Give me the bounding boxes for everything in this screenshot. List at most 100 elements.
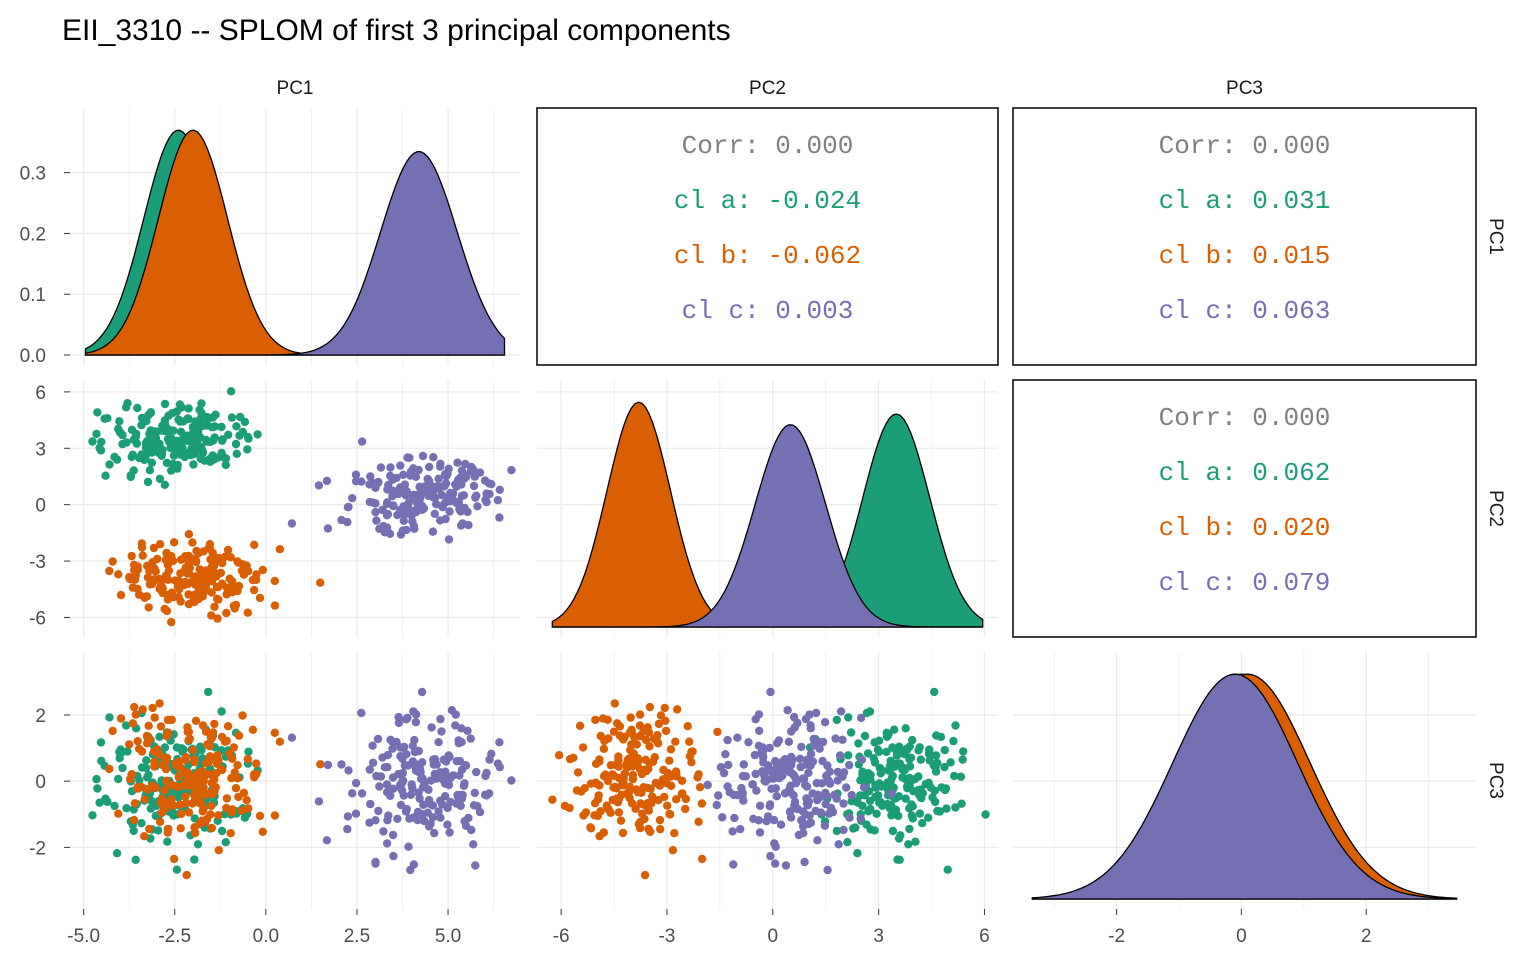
point-b <box>226 553 235 562</box>
point-c <box>822 791 831 800</box>
point-b <box>604 734 613 743</box>
point-b <box>677 776 687 785</box>
point-b <box>713 727 722 737</box>
point-b <box>316 578 325 587</box>
point-b <box>671 737 680 746</box>
point-c <box>818 756 827 766</box>
y-tick-label: 3 <box>35 439 46 460</box>
point-a <box>244 747 253 756</box>
point-b <box>188 745 197 755</box>
corr-label: cl c: 0.003 <box>682 296 854 326</box>
point-c <box>365 818 374 827</box>
x-tick-label: 2.5 <box>344 926 370 947</box>
point-a <box>940 762 949 772</box>
point-b <box>184 808 194 817</box>
point-c <box>399 516 408 525</box>
point-c <box>766 687 775 697</box>
point-a <box>853 849 862 858</box>
point-c <box>495 738 504 747</box>
point-b <box>666 745 676 754</box>
point-b <box>656 824 665 834</box>
point-b <box>134 744 144 753</box>
point-a <box>131 855 140 864</box>
point-b <box>125 740 134 749</box>
point-a <box>121 721 131 730</box>
point-b <box>619 735 628 744</box>
point-c <box>718 813 727 822</box>
point-a <box>942 804 951 813</box>
point-b <box>207 787 217 796</box>
point-c <box>760 776 769 785</box>
point-a <box>122 438 131 447</box>
point-b <box>225 749 234 758</box>
point-c <box>460 779 469 788</box>
point-c <box>820 718 830 727</box>
point-b <box>190 828 200 837</box>
point-c <box>457 724 466 733</box>
point-b <box>181 799 191 808</box>
point-b <box>190 590 200 599</box>
strip-right-PC1: PC1 <box>1485 218 1506 255</box>
point-b <box>181 792 190 801</box>
point-b <box>586 779 596 788</box>
point-b <box>237 566 247 575</box>
point-b <box>614 808 624 817</box>
point-b <box>145 735 155 744</box>
point-a <box>131 432 140 442</box>
point-b <box>190 788 199 797</box>
point-c <box>758 767 767 776</box>
point-b <box>223 722 233 731</box>
x-tick-label: 3 <box>873 926 884 947</box>
point-c <box>467 462 476 472</box>
point-b <box>248 725 258 734</box>
point-b <box>222 736 231 746</box>
point-c <box>410 524 419 533</box>
point-b <box>192 546 201 556</box>
point-b <box>203 814 212 824</box>
point-b <box>641 735 651 745</box>
point-a <box>870 738 879 747</box>
point-b <box>609 727 619 736</box>
point-c <box>830 790 839 799</box>
point-a <box>114 424 123 434</box>
point-b <box>238 711 247 720</box>
point-c <box>856 814 865 823</box>
point-c <box>464 813 473 823</box>
point-c <box>375 782 384 791</box>
point-c <box>784 737 794 746</box>
point-c <box>751 715 760 724</box>
point-c <box>343 824 352 834</box>
point-c <box>475 807 485 817</box>
point-c <box>733 733 742 742</box>
point-b <box>612 719 622 728</box>
point-b <box>184 530 194 539</box>
point-a <box>177 444 186 453</box>
point-b <box>663 801 672 810</box>
point-b <box>163 824 173 834</box>
point-a <box>940 745 949 755</box>
point-c <box>357 708 366 718</box>
point-c <box>811 708 821 718</box>
point-b <box>108 557 117 566</box>
point-a <box>101 471 110 480</box>
point-c <box>806 761 815 770</box>
point-c <box>762 817 771 826</box>
point-b <box>127 551 136 561</box>
point-b <box>572 786 582 795</box>
point-b <box>655 815 665 825</box>
point-b <box>651 778 660 788</box>
point-b <box>144 721 153 730</box>
corr-label: cl a: 0.062 <box>1159 458 1331 488</box>
point-c <box>482 489 491 498</box>
point-b <box>645 742 654 751</box>
point-b <box>160 604 169 614</box>
point-b <box>144 603 153 612</box>
point-a <box>204 414 213 423</box>
point-c <box>441 757 451 766</box>
point-c <box>411 718 421 727</box>
point-c <box>429 453 438 462</box>
point-a <box>872 809 881 818</box>
point-c <box>789 791 798 800</box>
point-b <box>243 754 252 764</box>
